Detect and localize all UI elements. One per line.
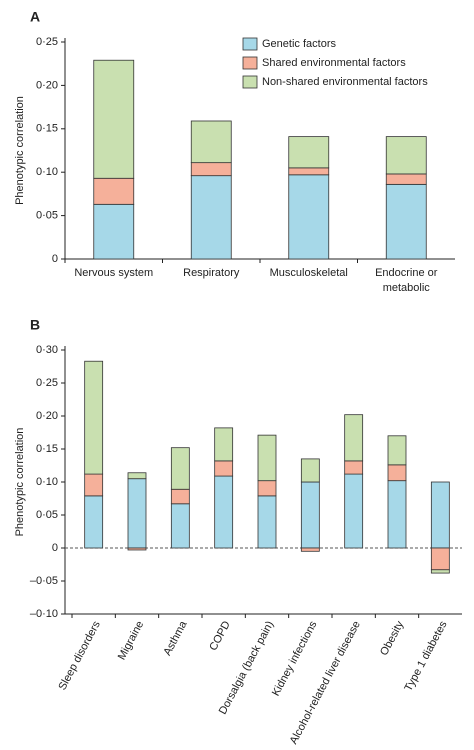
y-tick-label: 0·20 — [36, 79, 58, 91]
y-tick-label: 0·15 — [36, 123, 58, 135]
bar-segment — [300, 547, 320, 552]
bar-segment — [387, 464, 407, 482]
bar-segment — [84, 473, 104, 497]
y-tick-label: 0·05 — [36, 210, 58, 222]
x-tick-label: Asthma — [161, 618, 190, 657]
bar-segment — [257, 434, 277, 482]
legend-label: Genetic factors — [262, 38, 336, 50]
y-tick-label: 0·05 — [36, 509, 58, 521]
bar-segment — [170, 447, 190, 490]
bar-segment — [288, 167, 330, 176]
bar-segment — [288, 174, 330, 260]
y-axis-title: Phenotypic correlation — [14, 428, 26, 537]
x-tick-label: Musculoskeletal — [269, 267, 348, 279]
y-tick-label: 0 — [52, 542, 58, 554]
bar-segment — [430, 547, 450, 571]
x-tick-label: Migraine — [116, 619, 146, 662]
y-tick-label: 0·15 — [36, 443, 58, 455]
bar-segment — [344, 473, 364, 549]
bar-segment — [288, 136, 330, 169]
x-tick-label: Kidney infections — [270, 619, 320, 699]
bar-segment — [93, 59, 135, 179]
y-tick-label: 0 — [52, 253, 58, 265]
bar-segment — [300, 481, 320, 549]
bar-segment — [93, 177, 135, 205]
bar-segment — [214, 427, 234, 462]
bar-segment — [127, 472, 147, 480]
bar-segment — [344, 460, 364, 475]
legend-swatch — [242, 56, 258, 70]
y-tick-label: 0·25 — [36, 36, 58, 48]
legend-label: Non-shared environmental factors — [262, 76, 428, 88]
legend-swatch — [242, 75, 258, 89]
x-tick-label: Respiratory — [183, 267, 240, 279]
panel-label: A — [30, 9, 40, 25]
bar-segment — [344, 414, 364, 462]
y-axis-title: Phenotypic correlation — [14, 96, 26, 205]
bar-segment — [84, 360, 104, 475]
bar-segment — [127, 478, 147, 549]
bar-segment — [170, 488, 190, 505]
x-tick-label: Endocrine or metabolic — [375, 267, 438, 294]
x-tick-label: COPD — [207, 619, 233, 653]
x-tick-label: Sleep disorders — [56, 619, 103, 693]
bar-segment — [190, 175, 232, 260]
y-tick-label: –0·05 — [30, 575, 58, 587]
bar-segment — [430, 569, 450, 574]
y-tick-label: 0·20 — [36, 410, 58, 422]
x-tick-label: Obesity — [378, 619, 406, 658]
x-tick-label: Nervous system — [74, 267, 154, 279]
bar-segment — [257, 495, 277, 549]
x-tick-label: Type 1 diabetes — [402, 619, 449, 694]
y-tick-label: –0·10 — [30, 608, 58, 620]
y-tick-label: 0·25 — [36, 377, 58, 389]
legend-label: Shared environmental factors — [262, 57, 406, 69]
bar-segment — [84, 495, 104, 549]
legend-swatch — [242, 37, 258, 51]
bar-segment — [257, 480, 277, 497]
y-tick-label: 0·10 — [36, 166, 58, 178]
bar-segment — [214, 460, 234, 477]
bar-segment — [385, 173, 427, 185]
bar-segment — [190, 162, 232, 177]
bar-segment — [385, 183, 427, 260]
bar-segment — [214, 475, 234, 549]
y-tick-label: 0·10 — [36, 476, 58, 488]
bar-segment — [190, 120, 232, 164]
bar-segment — [385, 136, 427, 175]
bar-segment — [93, 203, 135, 260]
bar-segment — [430, 481, 450, 549]
panel-label: B — [30, 317, 40, 333]
bar-segment — [387, 480, 407, 549]
bar-segment — [387, 435, 407, 466]
bar-segment — [127, 547, 147, 551]
y-tick-label: 0·30 — [36, 344, 58, 356]
bar-segment — [170, 503, 190, 549]
bar-segment — [300, 458, 320, 483]
